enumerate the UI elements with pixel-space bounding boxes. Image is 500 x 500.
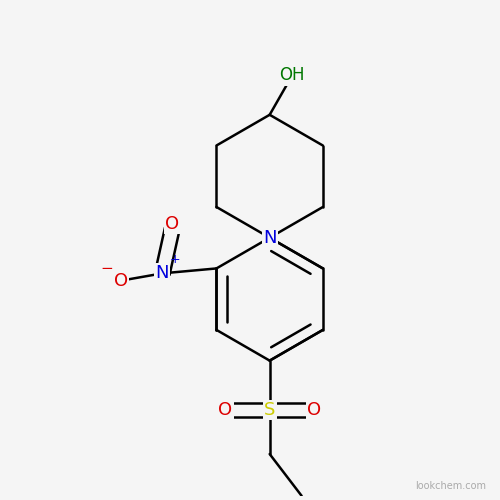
Text: O: O	[307, 401, 321, 419]
Text: N: N	[263, 228, 276, 246]
Text: OH: OH	[279, 66, 304, 84]
Text: −: −	[100, 261, 113, 276]
Text: lookchem.com: lookchem.com	[415, 481, 486, 491]
Text: N: N	[156, 264, 169, 282]
Text: O: O	[218, 401, 232, 419]
Text: O: O	[114, 272, 128, 289]
Text: O: O	[165, 215, 180, 233]
Text: S: S	[264, 401, 276, 419]
Text: +: +	[170, 253, 180, 266]
